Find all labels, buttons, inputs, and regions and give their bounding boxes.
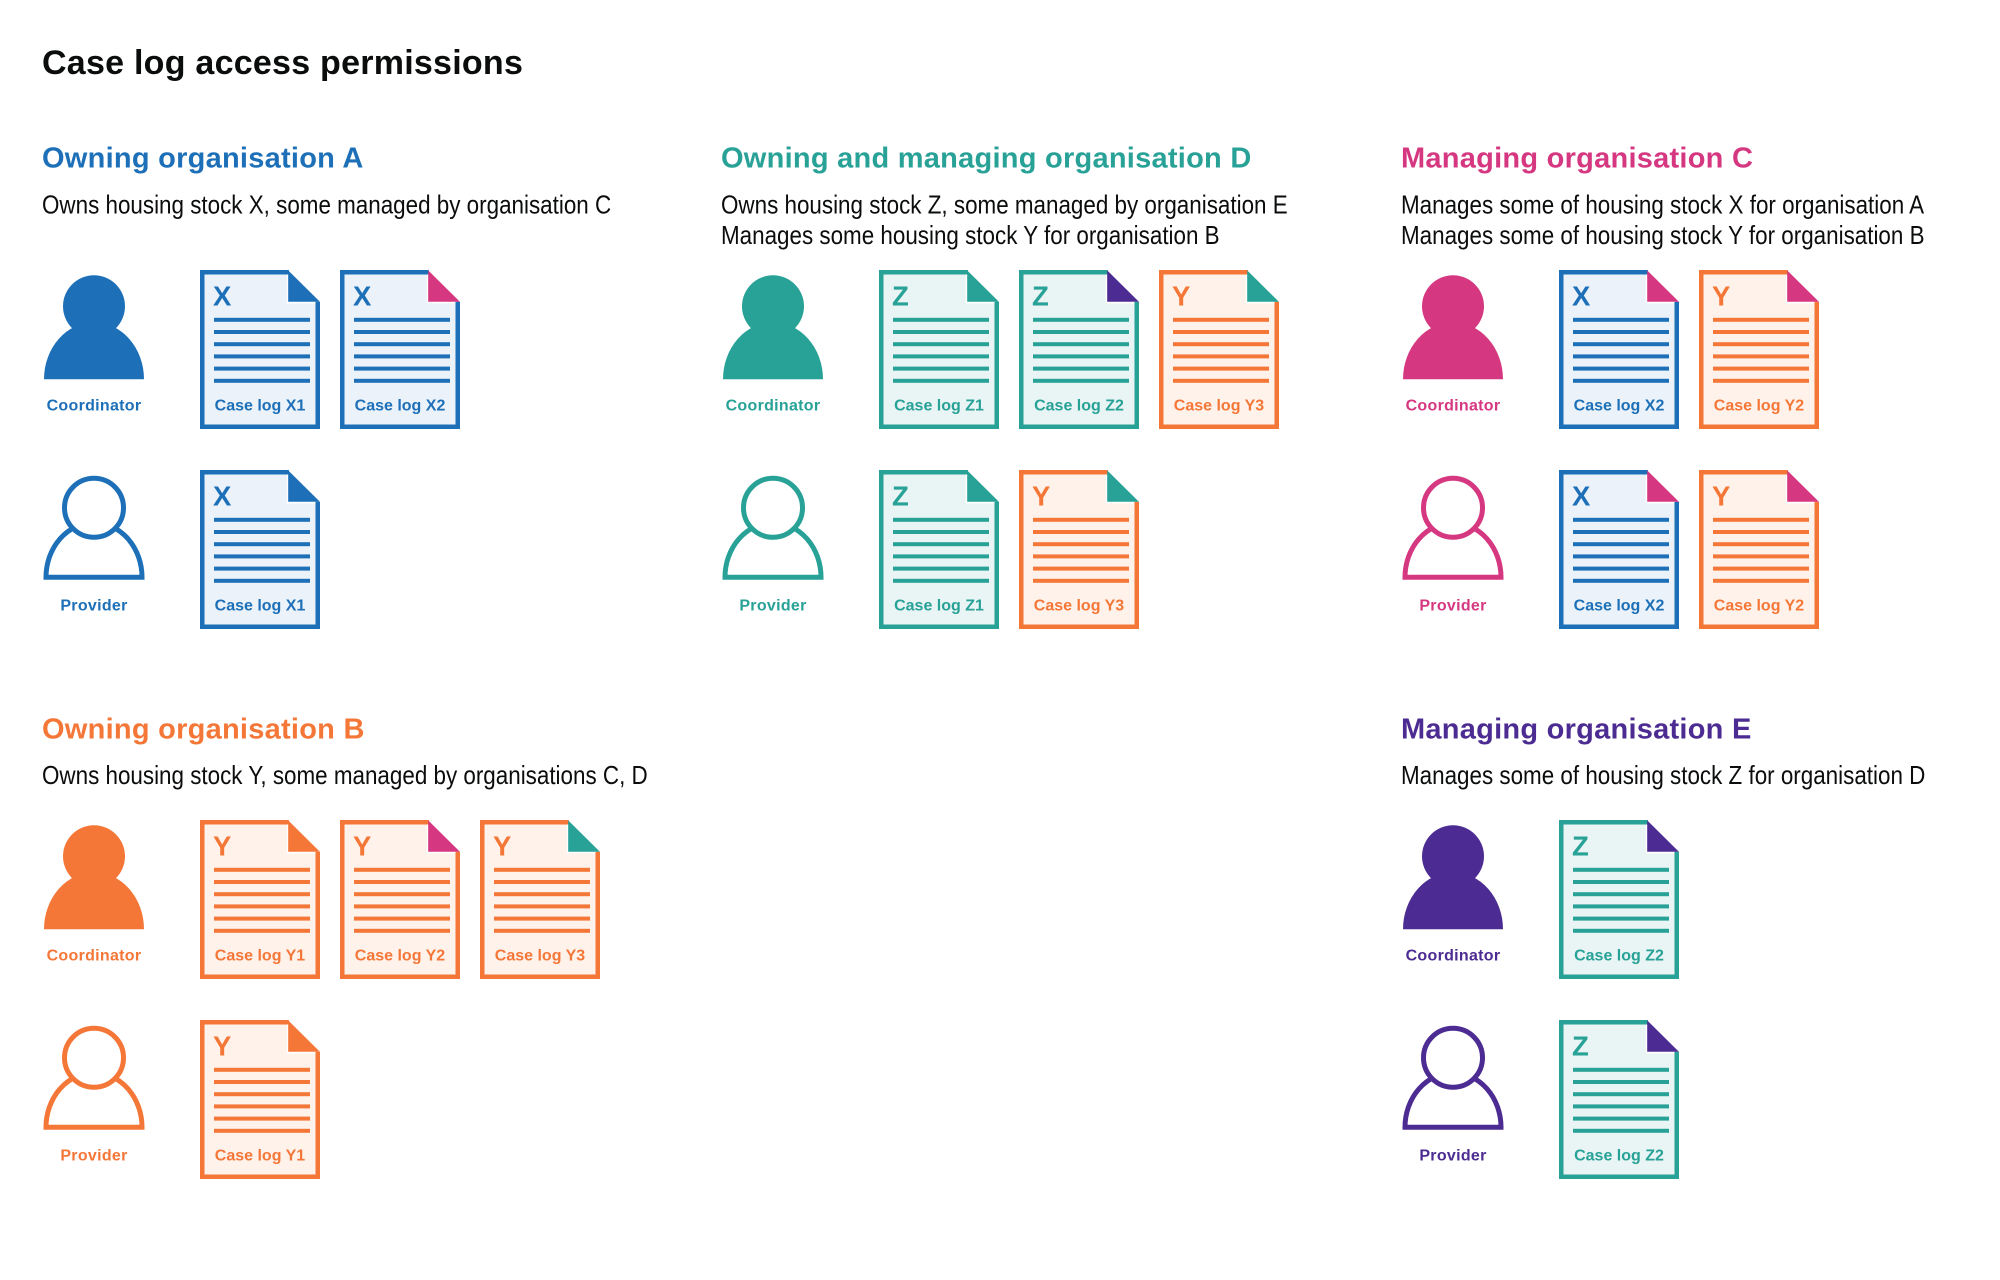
svg-text:Owning organisation A: Owning organisation A xyxy=(42,142,364,174)
svg-text:Managing organisation C: Managing organisation C xyxy=(1401,142,1753,174)
svg-text:Case log Z1: Case log Z1 xyxy=(894,598,984,615)
svg-text:Case log Y2: Case log Y2 xyxy=(355,948,446,965)
svg-text:Case log Y2: Case log Y2 xyxy=(1714,598,1805,615)
svg-text:Case log Y2: Case log Y2 xyxy=(1714,398,1805,415)
svg-text:Z: Z xyxy=(1032,281,1049,312)
svg-text:X: X xyxy=(353,281,372,312)
svg-text:Case log X1: Case log X1 xyxy=(215,598,306,615)
svg-text:Y: Y xyxy=(493,831,511,862)
svg-text:Case log Y3: Case log Y3 xyxy=(1034,598,1125,615)
svg-text:Case log X1: Case log X1 xyxy=(215,398,306,415)
svg-text:Owns housing stock X, some man: Owns housing stock X, some managed by or… xyxy=(42,191,611,220)
svg-text:Case log Y1: Case log Y1 xyxy=(215,948,306,965)
svg-text:Manages some of housing stock: Manages some of housing stock Z for orga… xyxy=(1401,762,1925,791)
svg-text:Z: Z xyxy=(892,281,909,312)
svg-text:Z: Z xyxy=(1572,1031,1589,1062)
svg-text:Y: Y xyxy=(213,831,231,862)
svg-text:Provider: Provider xyxy=(1419,598,1486,615)
svg-text:Coordinator: Coordinator xyxy=(47,398,142,415)
svg-text:X: X xyxy=(213,481,232,512)
svg-text:Case log Z1: Case log Z1 xyxy=(894,398,984,415)
svg-text:Coordinator: Coordinator xyxy=(1406,948,1501,965)
svg-text:Manages some housing stock Y f: Manages some housing stock Y for organis… xyxy=(721,222,1220,251)
svg-text:Z: Z xyxy=(1572,831,1589,862)
svg-text:Provider: Provider xyxy=(60,598,127,615)
svg-text:Coordinator: Coordinator xyxy=(726,398,821,415)
svg-text:Case log X2: Case log X2 xyxy=(1574,598,1665,615)
svg-text:Provider: Provider xyxy=(1419,1148,1486,1165)
svg-text:Manages some of housing stock: Manages some of housing stock X for orga… xyxy=(1401,191,1925,220)
svg-text:Manages some of housing stock: Manages some of housing stock Y for orga… xyxy=(1401,222,1925,251)
svg-text:Y: Y xyxy=(213,1031,231,1062)
svg-text:Y: Y xyxy=(1712,481,1730,512)
svg-text:Owning and managing organisati: Owning and managing organisation D xyxy=(721,142,1252,174)
svg-text:Case log X2: Case log X2 xyxy=(355,398,446,415)
svg-text:Case log Z2: Case log Z2 xyxy=(1034,398,1124,415)
svg-text:Case log Y3: Case log Y3 xyxy=(495,948,586,965)
svg-text:Provider: Provider xyxy=(60,1148,127,1165)
svg-text:X: X xyxy=(1572,281,1591,312)
svg-text:Y: Y xyxy=(353,831,371,862)
svg-text:Y: Y xyxy=(1712,281,1730,312)
svg-text:Case log Z2: Case log Z2 xyxy=(1574,948,1664,965)
svg-text:X: X xyxy=(1572,481,1591,512)
svg-text:Owning organisation B: Owning organisation B xyxy=(42,714,365,746)
svg-text:Case log Z2: Case log Z2 xyxy=(1574,1148,1664,1165)
svg-text:Y: Y xyxy=(1032,481,1050,512)
svg-text:Case log Y1: Case log Y1 xyxy=(215,1148,306,1165)
svg-text:Provider: Provider xyxy=(739,598,806,615)
svg-text:Owns housing stock Y, some man: Owns housing stock Y, some managed by or… xyxy=(42,762,648,791)
svg-text:Case log Y3: Case log Y3 xyxy=(1174,398,1265,415)
svg-text:Owns housing stock Z, some man: Owns housing stock Z, some managed by or… xyxy=(721,191,1288,220)
svg-text:Coordinator: Coordinator xyxy=(1406,398,1501,415)
svg-text:Z: Z xyxy=(892,481,909,512)
svg-text:Case log access permissions: Case log access permissions xyxy=(42,44,523,82)
svg-text:Y: Y xyxy=(1172,281,1190,312)
svg-text:Case log X2: Case log X2 xyxy=(1574,398,1665,415)
svg-text:X: X xyxy=(213,281,232,312)
svg-text:Managing organisation E: Managing organisation E xyxy=(1401,714,1752,746)
svg-text:Coordinator: Coordinator xyxy=(47,948,142,965)
